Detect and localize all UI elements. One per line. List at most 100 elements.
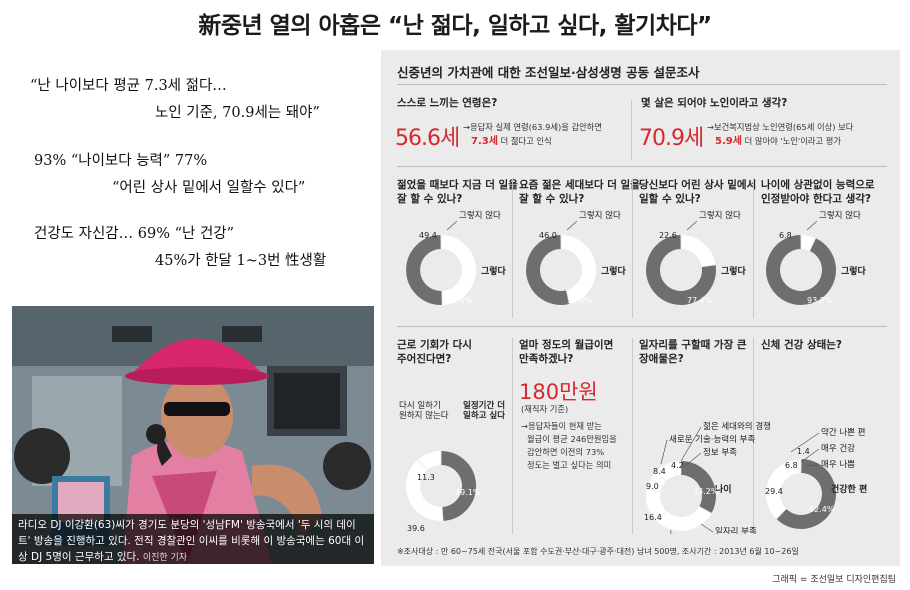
survey-panel: 신중년의 가치관에 대한 조선일보·삼성생명 공동 설문조사 스스로 느끼는 연… — [381, 50, 900, 566]
q7-label-info: 정보 부족 — [703, 447, 737, 458]
q8-donut-slice-0 — [776, 459, 836, 529]
felt-age-note-1: →응답자 실제 연령(63.9세)을 감안하면 — [463, 122, 603, 132]
row1-divider-3 — [753, 178, 754, 318]
row1-donut-charts: 그렇지 않다 49.4 그렇다 50.6% 그렇지 않다 46.0 그렇다 54.0% 그렇지 … — [406, 210, 867, 305]
q3-no-label: 그렇지 않다 — [699, 210, 741, 221]
q2-donut-slice-1 — [526, 235, 570, 305]
q5-life-value: 39.6 — [407, 524, 425, 533]
q5-no-label-2: 원하지 않는다 — [399, 410, 449, 421]
q2-no-leader — [566, 220, 578, 231]
q4-question: 나이에 상관없이 능력으로 인정받아야 한다고 생각? — [761, 179, 875, 205]
graphic-credit: 그래픽 = 조선일보 디자인편집팀 — [772, 575, 896, 585]
q7-value-compete: 9.0 — [646, 482, 659, 491]
q7-label-age: 나이 — [715, 483, 732, 495]
q7-donut-slice-5 — [672, 461, 681, 476]
q4-donut-slice-1 — [766, 235, 836, 305]
elder-age-note-2: 5.9세 더 많아야 '노인'이라고 평가 — [715, 135, 841, 148]
quote-2-line-1: 93% “나이보다 능력” 77% — [34, 153, 208, 169]
row2-divider-2 — [632, 338, 633, 534]
q7-donut-slice-2 — [646, 489, 667, 522]
salary-note-1: →응답자들이 현재 받는 — [521, 421, 602, 431]
q5-question: 근로 기회가 다시 주어진다면? — [397, 339, 472, 365]
q1-no-label: 그렇지 않다 — [459, 210, 501, 221]
q4-donut-slice-0 — [800, 235, 816, 251]
q5-no-label-1: 다시 일하기 — [399, 400, 441, 411]
q8-leader-bad — [790, 432, 820, 453]
q7-leader-mind — [670, 529, 672, 534]
salary-note-4: 정도는 벌고 싶다는 의미 — [527, 460, 612, 470]
q7-value-age: 33.2% — [693, 487, 719, 496]
q8-value-veryhealthy: 6.8 — [785, 461, 798, 470]
q8-donut-slice-2 — [784, 459, 800, 476]
q2-question: 요즘 젊은 세대보다 더 일을 잘 할 수 있나? — [519, 179, 640, 205]
row-divider — [397, 326, 887, 327]
quote-2-line-2: “어린 상사 밑에서 일할수 있다” — [112, 180, 306, 196]
q7-value-skill: 8.4 — [653, 467, 666, 476]
q2-yes-label: 그렇다 — [601, 265, 627, 277]
q5-some-value: 49.1% — [455, 488, 481, 497]
q7-value-info: 4.2 — [671, 461, 684, 470]
q8-donut-slice-1 — [766, 463, 791, 519]
q7-label-jobs: 일자리 부족 — [715, 527, 757, 534]
q7-leader-info — [684, 452, 702, 467]
q8-label-veryhealthy: 매우 건강 — [821, 443, 855, 454]
q4-no-value: 6.8 — [779, 231, 792, 240]
q8-value-healthy: 62.4% — [809, 505, 835, 514]
q1-question: 젊었을 때보다 지금 더 일을 잘 할 수 있나? — [397, 179, 518, 205]
q2-yes-value: 54.0% — [567, 296, 593, 305]
felt-age-question: 스스로 느끼는 연령은? — [397, 97, 498, 109]
q7-leader-jobs — [700, 523, 714, 533]
q1-yes-value: 50.6% — [447, 296, 473, 305]
elder-age-note-tail: 더 많아야 '노인'이라고 평가 — [744, 136, 842, 146]
top-divider — [631, 100, 632, 160]
q8-label-verybad: 매우 나쁨 — [821, 460, 855, 470]
elder-age-value: 70.9세 — [639, 126, 704, 151]
quote-1-line-1: “난 나이보다 평균 7.3세 젊다… — [30, 78, 227, 94]
q4-no-leader — [806, 220, 818, 231]
row1-divider-1 — [512, 178, 513, 318]
felt-age-note-2: 7.3세 더 젊다고 인식 — [471, 135, 552, 148]
q4-yes-value: 93.2% — [807, 296, 833, 305]
q2-no-label: 그렇지 않다 — [579, 210, 621, 221]
salary-note-2: 월급이 평균 246만원임을 — [527, 434, 617, 444]
survey-footer: ※조사대상 : 만 60~75세 전국(서울 포함 수도권·부산·대구·광주·대… — [397, 547, 799, 556]
q7-donut-slice-1 — [657, 506, 712, 531]
dj-photo: 라디오 DJ 이강환(63)씨가 경기도 분당의 '성남FM' 방송국에서 '두… — [12, 306, 374, 564]
row2-divider-1 — [512, 338, 513, 534]
q5-some-label-2: 일하고 싶다 — [463, 410, 505, 421]
q5-some-label-1: 일정기간 더 — [463, 400, 505, 411]
q7-label-compete: 젊은 세대와의 경쟁 — [703, 421, 771, 432]
row1-divider-2 — [632, 178, 633, 318]
felt-age-highlight: 7.3세 — [471, 136, 498, 147]
q1-yes-label: 그렇다 — [481, 265, 507, 277]
q3-question: 당신보다 어린 상사 밑에서 일할 수 있나? — [639, 179, 757, 205]
felt-age-note-tail: 더 젊다고 인식 — [500, 136, 552, 146]
q3-donut-slice-1 — [646, 235, 716, 305]
elder-age-note-1: →보건복지법상 노인연령(65세 이상) 보다 — [707, 122, 854, 132]
elder-age-highlight: 5.9세 — [715, 136, 742, 147]
q4-no-label: 그렇지 않다 — [819, 210, 861, 221]
headline: 新중년 열의 아홉은 “난 젊다, 일하고 싶다, 활기차다” — [198, 13, 712, 39]
q1-no-leader — [446, 220, 458, 231]
photo-caption-text: 라디오 DJ 이강환(63)씨가 경기도 분당의 '성남FM' 방송국에서 '두… — [18, 519, 365, 563]
photo-caption: 라디오 DJ 이강환(63)씨가 경기도 분당의 '성남FM' 방송국에서 '두… — [12, 514, 374, 564]
salary-sub: (재직자 기준) — [521, 404, 569, 414]
survey-title: 신중년의 가치관에 대한 조선일보·삼성생명 공동 설문조사 — [397, 65, 700, 80]
q1-no-value: 49.4 — [419, 231, 437, 240]
quote-1-line-2: 노인 기준, 70.9세는 돼야” — [155, 105, 320, 121]
q7-leader-compete — [680, 426, 702, 462]
q5-no-value: 11.3 — [417, 473, 435, 482]
q5-donut-slice-0 — [440, 451, 477, 521]
q3-no-leader — [686, 220, 698, 231]
q2-donut-slice-0 — [560, 235, 596, 304]
q8-label-bad: 약간 나쁜 편 — [821, 427, 866, 438]
salary-value: 180만원 — [519, 380, 598, 404]
q7-donut-slice-3 — [646, 471, 667, 492]
title-divider — [397, 84, 887, 85]
quote-3-line-2: 45%가 한달 1~3번 性생활 — [155, 253, 327, 269]
q3-yes-label: 그렇다 — [721, 265, 747, 277]
q8-leader-verybad — [804, 464, 820, 467]
top-row-divider — [397, 166, 887, 167]
q4-yes-label: 그렇다 — [841, 265, 867, 277]
